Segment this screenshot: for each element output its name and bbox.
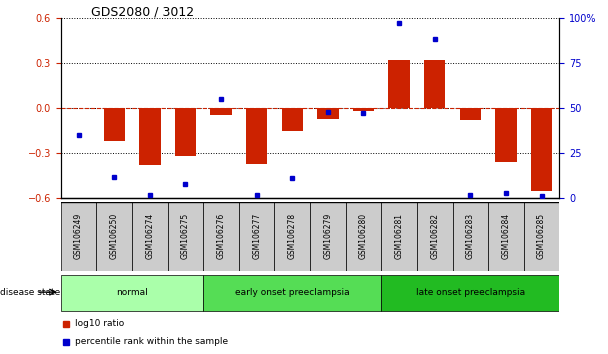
- Text: early onset preeclampsia: early onset preeclampsia: [235, 287, 350, 297]
- Text: GSM106250: GSM106250: [109, 213, 119, 259]
- Text: GSM106285: GSM106285: [537, 213, 546, 259]
- Bar: [61, 275, 203, 311]
- Bar: [97, 202, 132, 271]
- Text: GSM106276: GSM106276: [216, 213, 226, 259]
- Text: GSM106274: GSM106274: [145, 213, 154, 259]
- Bar: [460, 108, 481, 120]
- Bar: [310, 202, 346, 271]
- Bar: [452, 202, 488, 271]
- Bar: [282, 108, 303, 131]
- Bar: [381, 275, 559, 311]
- Bar: [210, 108, 232, 115]
- Text: percentile rank within the sample: percentile rank within the sample: [75, 337, 227, 346]
- Text: GSM106280: GSM106280: [359, 213, 368, 259]
- Text: GSM106249: GSM106249: [74, 213, 83, 259]
- Text: GSM106284: GSM106284: [502, 213, 511, 259]
- Bar: [488, 202, 523, 271]
- Bar: [496, 108, 517, 162]
- Text: GSM106277: GSM106277: [252, 213, 261, 259]
- Bar: [417, 202, 452, 271]
- Bar: [381, 202, 417, 271]
- Bar: [424, 60, 446, 108]
- Text: disease state: disease state: [0, 287, 60, 297]
- Bar: [61, 202, 97, 271]
- Text: GSM106282: GSM106282: [430, 213, 439, 259]
- Bar: [246, 108, 268, 164]
- Text: GDS2080 / 3012: GDS2080 / 3012: [91, 5, 195, 18]
- Bar: [203, 275, 381, 311]
- Text: normal: normal: [116, 287, 148, 297]
- Text: GSM106278: GSM106278: [288, 213, 297, 259]
- Bar: [132, 202, 168, 271]
- Bar: [239, 202, 274, 271]
- Text: GSM106281: GSM106281: [395, 213, 404, 259]
- Bar: [346, 202, 381, 271]
- Bar: [274, 202, 310, 271]
- Bar: [523, 202, 559, 271]
- Bar: [389, 60, 410, 108]
- Text: late onset preeclampsia: late onset preeclampsia: [416, 287, 525, 297]
- Bar: [103, 108, 125, 141]
- Text: GSM106279: GSM106279: [323, 213, 333, 259]
- Bar: [317, 108, 339, 119]
- Bar: [174, 108, 196, 156]
- Text: log10 ratio: log10 ratio: [75, 319, 124, 329]
- Bar: [353, 108, 374, 111]
- Bar: [168, 202, 203, 271]
- Text: GSM106275: GSM106275: [181, 213, 190, 259]
- Bar: [139, 108, 161, 165]
- Bar: [531, 108, 552, 191]
- Text: GSM106283: GSM106283: [466, 213, 475, 259]
- Bar: [203, 202, 239, 271]
